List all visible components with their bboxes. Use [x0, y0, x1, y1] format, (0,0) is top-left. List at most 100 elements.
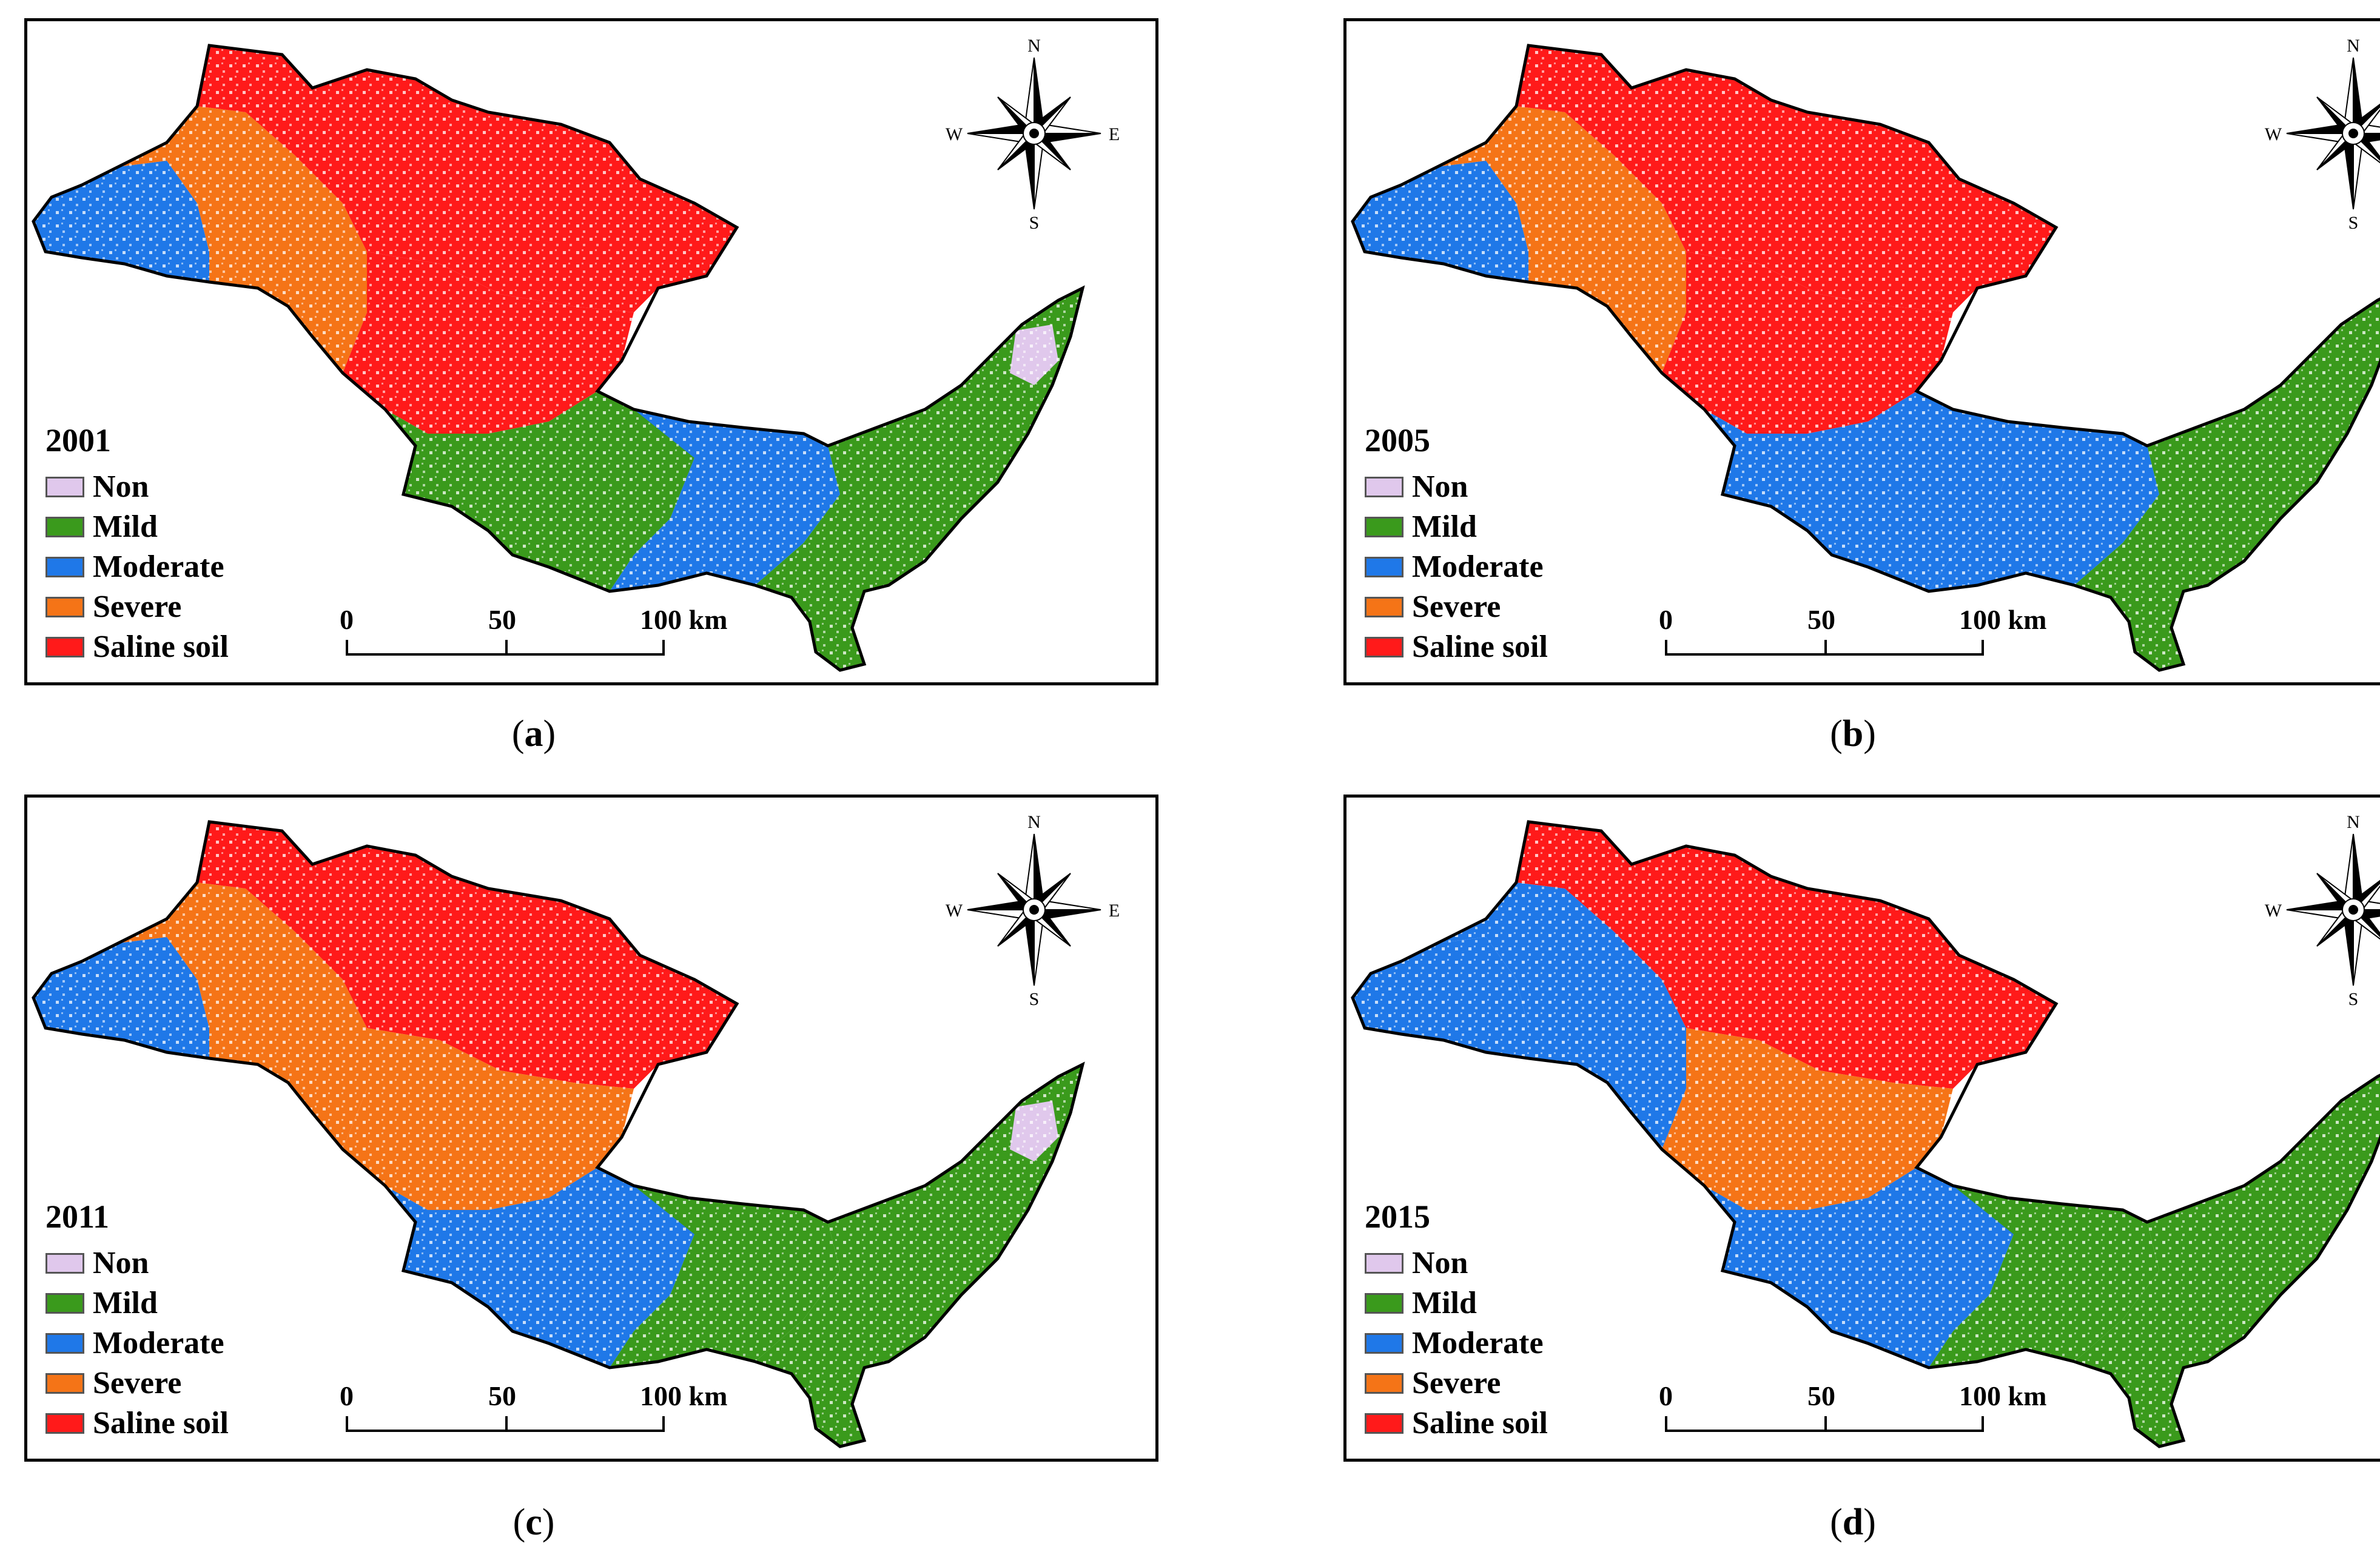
legend-swatch [45, 637, 84, 657]
scale-tick [1982, 1416, 1984, 1432]
legend-label: Mild [1412, 509, 1477, 544]
legend-item-severe: Severe [1365, 587, 1548, 627]
legend-item-non: Non [45, 1243, 229, 1283]
map-panel-a: N S E W 2001 Non Mild Moderate Severe Saline soil… [24, 18, 1158, 685]
legend-item-mild: Mild [45, 1283, 229, 1323]
legend-item-non: Non [1365, 467, 1548, 507]
compass-w-label: W [2265, 124, 2282, 144]
legend-label: Moderate [93, 549, 224, 584]
legend-label: Mild [93, 1286, 158, 1320]
salinization-map [32, 44, 1085, 672]
compass-w-label: W [2265, 901, 2282, 921]
salinization-map [32, 820, 1085, 1448]
legend-swatch [1365, 1253, 1403, 1274]
legend-label: Saline soil [1412, 630, 1548, 664]
region-outline [1351, 44, 2380, 672]
compass-s-label: S [1029, 989, 1040, 1009]
legend-item-saline: Saline soil [1365, 627, 1548, 667]
legend-swatch [1365, 1413, 1403, 1434]
year-label: 2005 [1365, 422, 1430, 459]
legend-item-non: Non [45, 467, 229, 507]
legend-swatch [45, 517, 84, 537]
scale-label: 0 [1659, 604, 1673, 635]
map-panel-c: N S E W 2011 Non Mild Moderate Severe Saline soil… [24, 795, 1158, 1462]
legend-item-saline: Saline soil [1365, 1403, 1548, 1443]
scale-tick [1982, 640, 1984, 656]
legend-label: Saline soil [93, 630, 229, 664]
legend-label: Non [93, 1246, 149, 1280]
legend-label: Non [1412, 469, 1468, 504]
legend-label: Severe [1412, 590, 1501, 624]
region-outline [32, 820, 1085, 1448]
legend-swatch [1365, 1293, 1403, 1314]
year-label: 2001 [45, 422, 111, 459]
caption-b: (b) [1830, 713, 1876, 754]
scale-label: 50 [488, 1380, 516, 1411]
scale-tick [662, 640, 665, 656]
legend-label: Mild [1412, 1286, 1477, 1320]
legend-swatch [45, 1333, 84, 1354]
legend-swatch [45, 557, 84, 577]
caption-c: (c) [513, 1502, 555, 1543]
compass-n-label: N [1027, 812, 1041, 832]
legend-item-severe: Severe [45, 1363, 229, 1403]
scale-label: 100 km [1959, 1380, 2047, 1411]
caption-a: (a) [511, 713, 556, 754]
legend-swatch [1365, 1333, 1403, 1354]
scale-label: 50 [1807, 1380, 1835, 1411]
legend-item-moderate: Moderate [45, 1323, 229, 1363]
legend-swatch [45, 1293, 84, 1314]
legend-label: Moderate [1412, 1326, 1544, 1360]
caption-d: (d) [1830, 1502, 1876, 1543]
legend-item-severe: Severe [45, 587, 229, 627]
scale-label: 100 km [640, 1380, 728, 1411]
scale-bar: 0 50 100 km [1656, 603, 2046, 658]
legend: Non Mild Moderate Severe Saline soil [45, 1243, 229, 1443]
legend-item-moderate: Moderate [45, 547, 229, 587]
scale-tick [1665, 640, 1667, 656]
scale-label: 0 [1659, 1380, 1673, 1411]
compass-s-label: S [2348, 213, 2359, 233]
scale-tick [346, 640, 348, 656]
region-outline [32, 44, 1085, 672]
legend-swatch [45, 1373, 84, 1394]
legend-label: Moderate [93, 1326, 224, 1360]
legend-item-moderate: Moderate [1365, 547, 1548, 587]
legend-swatch [1365, 597, 1403, 617]
scale-label: 100 km [640, 604, 728, 635]
scale-bar: 0 50 100 km [337, 1380, 727, 1434]
scale-bar: 0 50 100 km [1656, 1380, 2046, 1434]
legend-label: Severe [1412, 1366, 1501, 1400]
legend-swatch [1365, 517, 1403, 537]
legend-item-severe: Severe [1365, 1363, 1548, 1403]
scale-label: 50 [488, 604, 516, 635]
legend-swatch [1365, 1373, 1403, 1394]
legend-item-mild: Mild [1365, 1283, 1548, 1323]
legend-label: Mild [93, 509, 158, 544]
compass-w-label: W [946, 124, 963, 144]
compass-s-label: S [2348, 989, 2359, 1009]
legend: Non Mild Moderate Severe Saline soil [45, 467, 229, 667]
year-label: 2011 [45, 1198, 110, 1235]
legend-item-moderate: Moderate [1365, 1323, 1548, 1363]
salinization-map [1351, 44, 2380, 672]
legend-label: Non [93, 469, 149, 504]
legend-item-mild: Mild [45, 507, 229, 547]
compass-n-label: N [2347, 812, 2360, 832]
legend-item-non: Non [1365, 1243, 1548, 1283]
year-label: 2015 [1365, 1198, 1430, 1235]
legend-item-mild: Mild [1365, 507, 1548, 547]
legend-swatch [1365, 557, 1403, 577]
scale-tick [1665, 1416, 1667, 1432]
compass-n-label: N [2347, 36, 2360, 56]
region-outline [1351, 820, 2380, 1448]
legend-swatch [1365, 477, 1403, 497]
legend: Non Mild Moderate Severe Saline soil [1365, 1243, 1548, 1443]
legend: Non Mild Moderate Severe Saline soil [1365, 467, 1548, 667]
legend-swatch [1365, 637, 1403, 657]
legend-label: Saline soil [1412, 1406, 1548, 1440]
legend-label: Severe [93, 1366, 182, 1400]
scale-tick [505, 640, 508, 656]
